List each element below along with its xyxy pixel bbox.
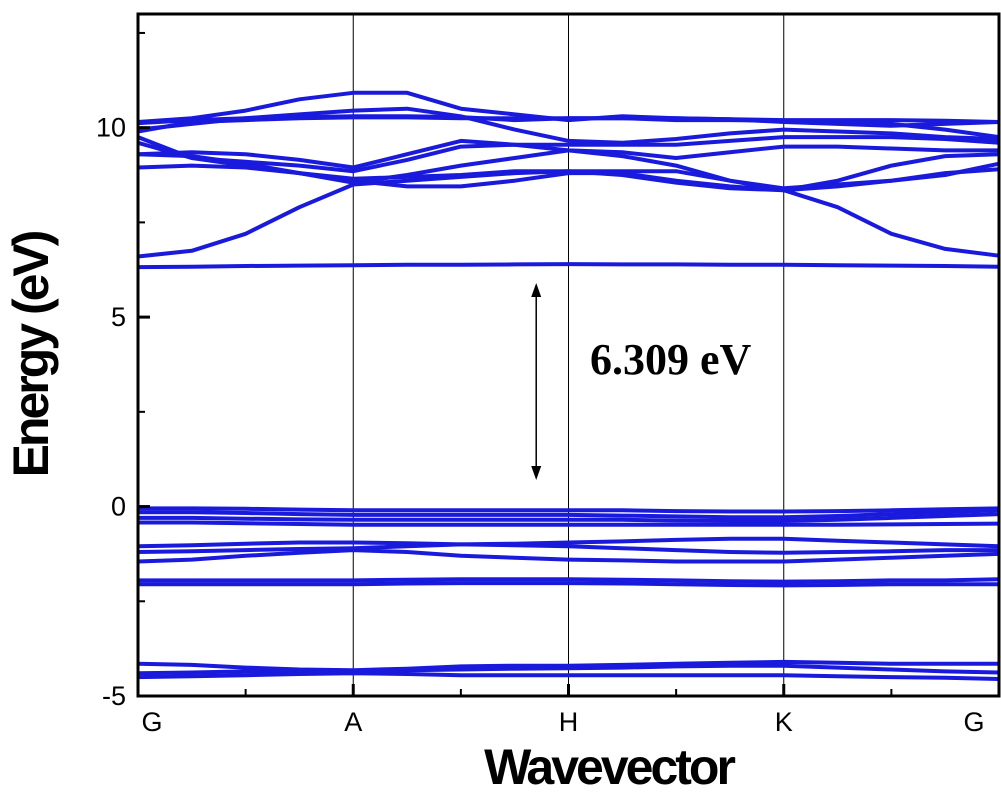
band-gap-annotation: 6.309 eV — [531, 283, 752, 481]
band-line-11 — [138, 508, 1000, 520]
x-axis-label: Wavevector — [484, 739, 735, 794]
x-tick-label-G: G — [141, 707, 162, 737]
x-tick-label-G: G — [963, 707, 984, 737]
band-line-8 — [137, 540, 999, 555]
band-line-9 — [138, 520, 1000, 527]
y-axis-ticks: -5 0 5 10 — [96, 31, 150, 711]
band-line-7 — [137, 536, 1000, 554]
band-line-1 — [137, 671, 1000, 681]
arrow-head-down-icon — [531, 466, 542, 481]
y-tick-label: 10 — [96, 113, 126, 143]
band-lines — [137, 90, 1000, 681]
band-line-4 — [138, 581, 999, 588]
band-line-10 — [138, 512, 1000, 523]
band-gap-label: 6.309 eV — [590, 335, 752, 384]
x-tick-label-H: H — [559, 707, 579, 737]
band-line-23 — [137, 138, 999, 170]
band-line-5 — [138, 577, 1000, 584]
band-line-6 — [137, 548, 1000, 564]
y-axis-label: Energy (eV) — [3, 231, 59, 477]
y-tick-label: -5 — [102, 681, 126, 711]
band-line-2 — [137, 663, 1000, 676]
band-line-12 — [138, 506, 1000, 514]
band-line-17 — [137, 140, 1000, 191]
y-tick-label: 0 — [111, 492, 126, 522]
band-line-3 — [137, 659, 999, 673]
band-line-13 — [137, 262, 1000, 270]
x-tick-label-K: K — [775, 707, 793, 737]
arrow-head-up-icon — [531, 283, 542, 298]
band-line-18 — [137, 135, 1000, 174]
x-tick-label-A: A — [344, 707, 362, 737]
band-line-22 — [137, 115, 1000, 140]
y-tick-label: 5 — [111, 302, 126, 332]
